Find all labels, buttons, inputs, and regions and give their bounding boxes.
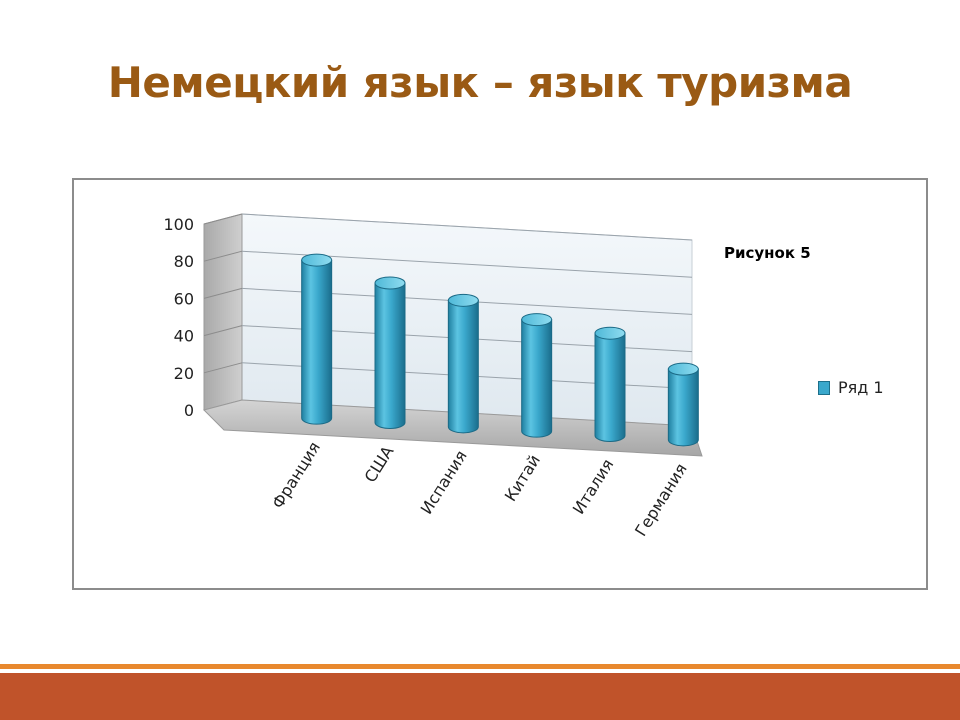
y-tick-label: 0: [184, 401, 194, 420]
footer-band: [0, 664, 960, 720]
gridline-side: [203, 325, 243, 337]
bar-top-2: [374, 276, 406, 290]
bar-chart: 0 20 40 60 80 100 Франция США Испания Китай Италия…: [163, 213, 703, 540]
x-tick-label: Германия: [631, 460, 691, 540]
gridline-side: [203, 362, 243, 374]
y-tick-label: 20: [174, 364, 194, 383]
chart-side-wall: [203, 213, 243, 411]
bar-1: [301, 259, 333, 425]
y-tick-label: 100: [163, 215, 194, 234]
bar-3: [447, 299, 479, 434]
x-tick-label: Испания: [417, 447, 471, 518]
x-tick-label: Италия: [569, 456, 618, 518]
bar-top-3: [447, 293, 479, 307]
chart-legend: Ряд 1: [818, 378, 884, 397]
chart-title: Рисунок 5: [724, 244, 811, 262]
legend-swatch: [818, 380, 830, 395]
bar-top-4: [521, 313, 553, 327]
x-tick-label: США: [360, 443, 397, 486]
footer-bar: [0, 673, 960, 720]
bar-top-5: [594, 326, 626, 340]
gridline-side: [203, 213, 243, 225]
chart-frame: 0 20 40 60 80 100 Франция США Испания Китай Италия…: [72, 178, 928, 590]
bar-top-1: [301, 253, 333, 267]
gridline-side: [203, 287, 243, 299]
footer-accent-line: [0, 664, 960, 669]
x-tick-label: Китай: [501, 451, 544, 505]
bar-top-6: [667, 362, 699, 376]
slide-title: Немецкий язык – язык туризма: [107, 58, 853, 107]
bar-4: [521, 319, 553, 438]
legend-label: Ряд 1: [838, 378, 884, 397]
y-tick-label: 60: [174, 289, 194, 308]
bar-5: [594, 332, 626, 442]
y-tick-label: 40: [174, 327, 194, 346]
gridline: [241, 213, 693, 241]
bar-6: [667, 368, 699, 447]
gridline-side: [203, 250, 243, 262]
y-tick-label: 80: [174, 252, 194, 271]
x-tick-label: Франция: [268, 438, 324, 512]
bar-2: [374, 282, 406, 429]
